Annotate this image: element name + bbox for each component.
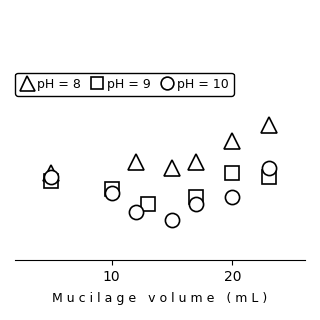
Legend: pH = 8, pH = 9, pH = 10: pH = 8, pH = 9, pH = 10 xyxy=(15,73,234,96)
pH = 8 xyxy=(194,160,198,164)
Line: pH = 8: pH = 8 xyxy=(43,117,277,181)
pH = 8 xyxy=(49,171,53,175)
Line: pH = 9: pH = 9 xyxy=(44,166,276,212)
pH = 9 xyxy=(146,203,150,206)
pH = 8 xyxy=(267,123,271,127)
pH = 8 xyxy=(170,166,174,170)
X-axis label: M u c i l a g e   v o l u m e   ( m L ): M u c i l a g e v o l u m e ( m L ) xyxy=(52,292,268,305)
pH = 9 xyxy=(110,187,114,190)
pH = 9 xyxy=(194,195,198,198)
pH = 10 xyxy=(170,218,174,222)
pH = 8 xyxy=(231,139,235,143)
pH = 8 xyxy=(134,160,138,164)
pH = 10 xyxy=(110,191,114,195)
pH = 10 xyxy=(194,203,198,206)
pH = 10 xyxy=(134,211,138,214)
pH = 10 xyxy=(231,195,235,198)
pH = 9 xyxy=(231,171,235,175)
pH = 9 xyxy=(49,179,53,183)
pH = 10 xyxy=(49,176,53,180)
pH = 10 xyxy=(267,166,271,170)
Line: pH = 10: pH = 10 xyxy=(44,161,276,228)
pH = 9 xyxy=(267,176,271,180)
